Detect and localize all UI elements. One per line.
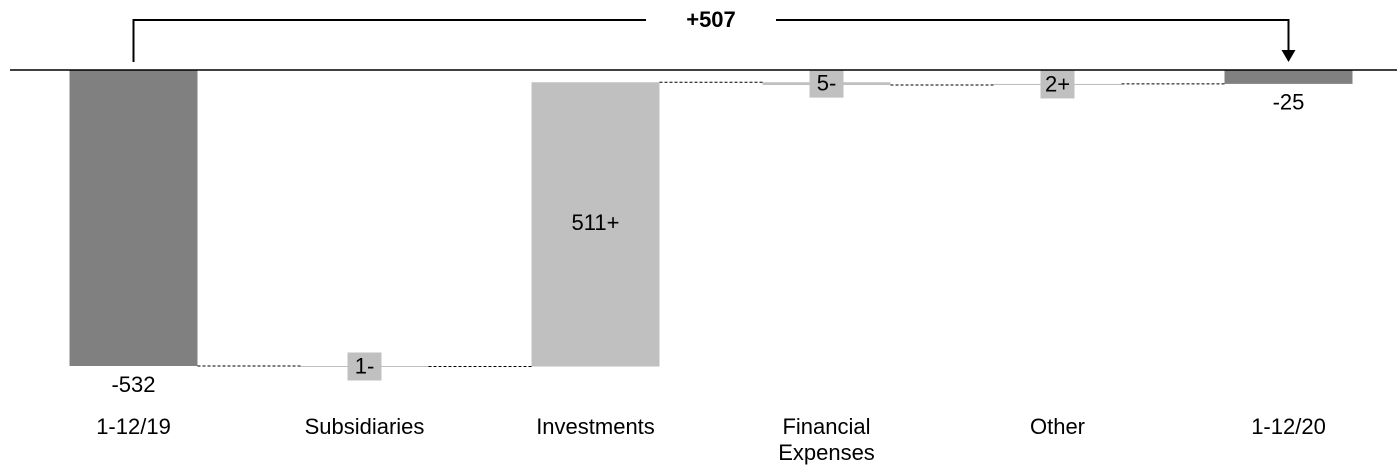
- x-tick-label: Other: [1029, 414, 1086, 439]
- annotation: +507: [686, 7, 736, 32]
- x-tick-label: 1-12/19: [96, 414, 171, 439]
- value-label: 1-: [355, 353, 375, 378]
- value-label: 5-: [817, 70, 837, 95]
- bar: [1224, 70, 1353, 84]
- value-label-box: [809, 69, 844, 98]
- bracket-arrow: [1281, 50, 1296, 62]
- value-label-box: [1040, 70, 1075, 99]
- x-tick-label: 1-12/20: [1251, 414, 1326, 439]
- x-tick-label: Subsidiaries: [304, 414, 425, 439]
- value-label: 511+: [572, 210, 620, 235]
- bar: [69, 70, 198, 366]
- bracket: [132, 19, 1290, 62]
- value-label: -532: [111, 372, 155, 397]
- x-tick-label: Financial Expenses: [778, 414, 875, 465]
- value-label-box: [347, 352, 382, 381]
- value-label: -25: [1273, 90, 1305, 115]
- value-label: 2+: [1045, 71, 1070, 96]
- bar: [531, 82, 660, 367]
- x-tick-label: Investments: [536, 414, 655, 439]
